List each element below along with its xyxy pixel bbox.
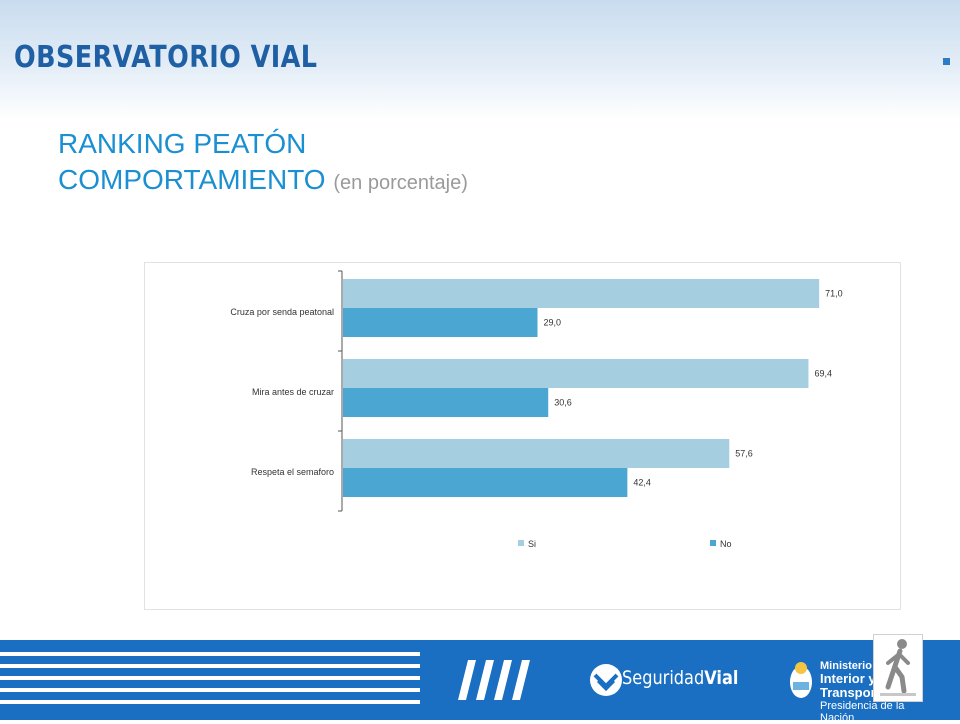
footer-stripe bbox=[0, 676, 420, 680]
bar-chart: Cruza por senda peatonal 71,0 29,0 Mira ant… bbox=[230, 270, 843, 549]
category-label: Cruza por senda peatonal bbox=[230, 307, 334, 317]
data-label: 57,6 bbox=[735, 449, 753, 459]
logo-text-left: Seguridad bbox=[622, 667, 705, 689]
category-label: Mira antes de cruzar bbox=[252, 387, 334, 397]
bar-no bbox=[343, 468, 628, 497]
bar-si bbox=[343, 359, 809, 388]
slashes-icon bbox=[458, 660, 530, 700]
data-label: 29,0 bbox=[543, 318, 561, 328]
data-label: 69,4 bbox=[814, 369, 832, 379]
footer-band bbox=[0, 640, 960, 720]
pedestrian-icon-box bbox=[873, 634, 923, 702]
footer-stripe bbox=[0, 700, 420, 704]
category-label: Respeta el semaforo bbox=[251, 467, 334, 477]
bar-si bbox=[343, 279, 820, 308]
ministry-line-3: Presidencia de la Nación bbox=[820, 700, 905, 724]
bar-si bbox=[343, 439, 730, 468]
pedestrian-icon bbox=[880, 639, 916, 696]
legend-label: Si bbox=[528, 539, 536, 549]
logo-text-right: Vial bbox=[704, 667, 739, 689]
data-label: 42,4 bbox=[633, 478, 651, 488]
title-suffix: (en porcentaje) bbox=[333, 172, 468, 194]
ministry-logo: Ministerio de Interior y Transporte Pres… bbox=[820, 660, 940, 724]
corner-square-icon bbox=[943, 58, 950, 65]
bar-no bbox=[343, 308, 538, 337]
national-seal-icon bbox=[790, 662, 812, 698]
slide-title: RANKING PEATÓN COMPORTAMIENTO (en porcen… bbox=[58, 126, 468, 201]
legend-swatch-si bbox=[518, 540, 524, 546]
brand-logo-text: OBSERVATORIO VIAL bbox=[14, 40, 318, 75]
bar-no bbox=[343, 388, 549, 417]
seguridad-vial-logo-text: SeguridadVial bbox=[622, 667, 738, 689]
title-line-1: RANKING PEATÓN bbox=[58, 128, 307, 159]
legend-swatch-no bbox=[710, 540, 716, 546]
header-band bbox=[0, 0, 960, 120]
data-label: 71,0 bbox=[825, 289, 843, 299]
chart-container: Cruza por senda peatonal 71,0 29,0 Mira ant… bbox=[144, 262, 901, 610]
seguridad-vial-logo-icon bbox=[590, 664, 622, 696]
footer-stripe bbox=[0, 664, 420, 668]
title-main: COMPORTAMIENTO bbox=[58, 164, 326, 195]
ministry-line-2: Interior y Transporte bbox=[820, 671, 888, 700]
ministry-line-1: Ministerio de bbox=[820, 660, 888, 672]
footer-stripe bbox=[0, 688, 420, 692]
data-label: 30,6 bbox=[554, 398, 572, 408]
title-line-2: COMPORTAMIENTO (en porcentaje) bbox=[58, 162, 468, 201]
footer-stripe bbox=[0, 652, 420, 656]
legend-label: No bbox=[720, 539, 732, 549]
